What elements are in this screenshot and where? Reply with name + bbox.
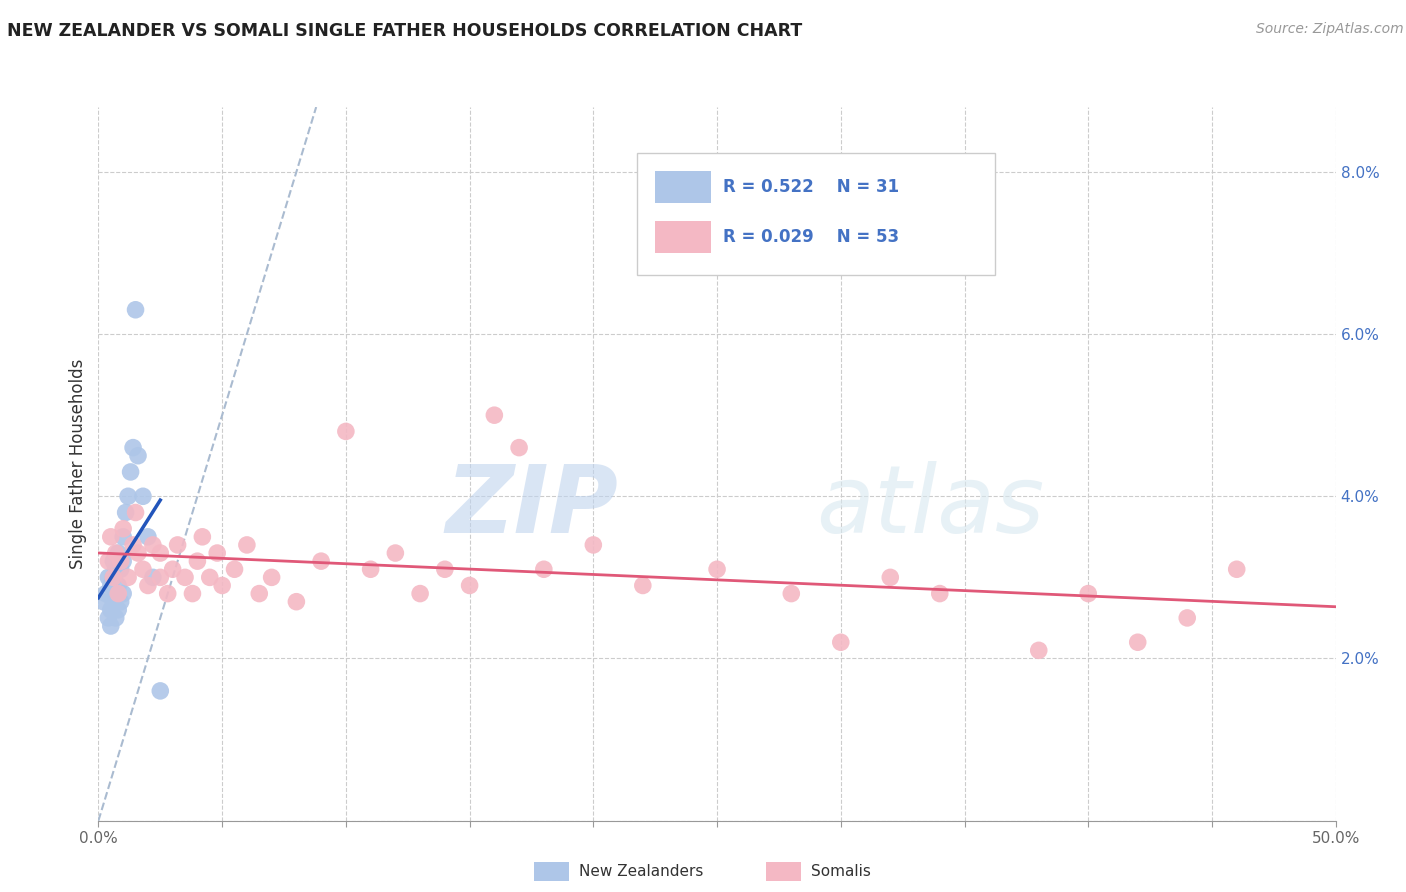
Point	[211, 578, 233, 592]
Point	[928, 586, 950, 600]
Point	[224, 562, 246, 576]
Point	[112, 522, 135, 536]
Point	[335, 425, 357, 439]
Point	[533, 562, 555, 576]
Point	[107, 578, 129, 592]
Point	[142, 570, 165, 584]
Point	[107, 586, 129, 600]
Point	[97, 611, 120, 625]
Point	[117, 570, 139, 584]
Point	[127, 546, 149, 560]
Point	[1028, 643, 1050, 657]
Point	[110, 554, 132, 568]
Point	[162, 562, 184, 576]
Point	[122, 441, 145, 455]
Point	[879, 570, 901, 584]
Point	[360, 562, 382, 576]
Point	[132, 489, 155, 503]
Point	[103, 570, 125, 584]
Text: ZIP: ZIP	[446, 460, 619, 553]
Point	[247, 586, 270, 600]
Point	[198, 570, 221, 584]
Point	[631, 578, 654, 592]
Point	[112, 530, 135, 544]
Point	[100, 603, 122, 617]
Text: NEW ZEALANDER VS SOMALI SINGLE FATHER HOUSEHOLDS CORRELATION CHART: NEW ZEALANDER VS SOMALI SINGLE FATHER HO…	[7, 22, 803, 40]
Point	[124, 302, 146, 317]
Text: Source: ZipAtlas.com: Source: ZipAtlas.com	[1256, 22, 1403, 37]
Point	[117, 489, 139, 503]
Point	[484, 408, 506, 422]
Point	[97, 554, 120, 568]
Point	[103, 570, 125, 584]
Point	[433, 562, 456, 576]
Point	[136, 578, 159, 592]
Text: R = 0.029    N = 53: R = 0.029 N = 53	[723, 228, 900, 246]
Point	[100, 619, 122, 633]
Point	[107, 546, 129, 560]
Point	[706, 562, 728, 576]
Point	[1226, 562, 1249, 576]
Point	[780, 586, 803, 600]
Point	[142, 538, 165, 552]
Point	[191, 530, 214, 544]
Point	[149, 684, 172, 698]
Point	[114, 506, 136, 520]
Point	[149, 546, 172, 560]
Point	[97, 570, 120, 584]
Point	[104, 611, 127, 625]
Point	[110, 595, 132, 609]
Bar	[655, 171, 711, 203]
Point	[127, 449, 149, 463]
Text: Somalis: Somalis	[811, 864, 872, 879]
Point	[458, 578, 481, 592]
Point	[124, 506, 146, 520]
Point	[103, 554, 125, 568]
Point	[104, 562, 127, 576]
Point	[166, 538, 188, 552]
Text: R = 0.522    N = 31: R = 0.522 N = 31	[723, 178, 900, 196]
Point	[112, 586, 135, 600]
Point	[1175, 611, 1198, 625]
Y-axis label: Single Father Households: Single Father Households	[69, 359, 87, 569]
Point	[104, 586, 127, 600]
Point	[582, 538, 605, 552]
Point	[384, 546, 406, 560]
Text: New Zealanders: New Zealanders	[579, 864, 703, 879]
Point	[132, 562, 155, 576]
Point	[1077, 586, 1099, 600]
Point	[236, 538, 259, 552]
Point	[830, 635, 852, 649]
Point	[409, 586, 432, 600]
Point	[309, 554, 332, 568]
Point	[181, 586, 204, 600]
Point	[122, 538, 145, 552]
FancyBboxPatch shape	[637, 153, 995, 275]
Point	[508, 441, 530, 455]
Point	[112, 554, 135, 568]
Point	[93, 595, 115, 609]
Point	[186, 554, 208, 568]
Point	[107, 603, 129, 617]
Point	[156, 586, 179, 600]
Point	[174, 570, 197, 584]
Point	[110, 562, 132, 576]
Point	[100, 530, 122, 544]
Text: atlas: atlas	[815, 461, 1045, 552]
Point	[100, 578, 122, 592]
Point	[1126, 635, 1149, 649]
Point	[136, 530, 159, 544]
Point	[149, 570, 172, 584]
Point	[103, 595, 125, 609]
Point	[104, 546, 127, 560]
Point	[205, 546, 228, 560]
Point	[120, 465, 142, 479]
Bar	[655, 221, 711, 253]
Point	[285, 595, 308, 609]
Point	[260, 570, 283, 584]
Point	[94, 586, 117, 600]
